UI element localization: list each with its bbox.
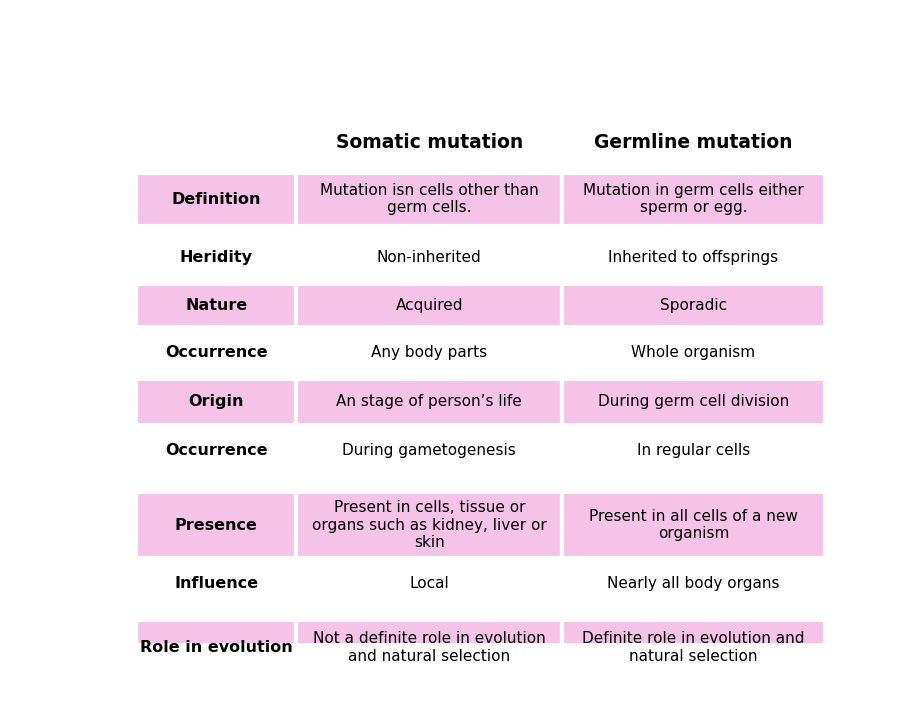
FancyBboxPatch shape xyxy=(297,284,562,327)
FancyBboxPatch shape xyxy=(136,562,297,605)
Text: Definite role in evolution and
natural selection: Definite role in evolution and natural s… xyxy=(583,631,805,664)
FancyBboxPatch shape xyxy=(562,378,825,425)
FancyBboxPatch shape xyxy=(297,173,562,225)
FancyBboxPatch shape xyxy=(297,562,562,605)
FancyBboxPatch shape xyxy=(297,234,562,280)
FancyBboxPatch shape xyxy=(297,429,562,472)
FancyBboxPatch shape xyxy=(562,173,825,225)
Text: Heridity: Heridity xyxy=(180,250,253,264)
Text: Somatic mutation: Somatic mutation xyxy=(335,133,523,152)
FancyBboxPatch shape xyxy=(562,429,825,472)
Text: Presence: Presence xyxy=(175,518,258,533)
Text: Sporadic: Sporadic xyxy=(660,298,727,313)
Text: Not a definite role in evolution
and natural selection: Not a definite role in evolution and nat… xyxy=(313,631,546,664)
Text: Non-inherited: Non-inherited xyxy=(377,250,482,264)
FancyBboxPatch shape xyxy=(136,234,297,280)
Text: Acquired: Acquired xyxy=(395,298,463,313)
FancyBboxPatch shape xyxy=(136,331,297,375)
FancyBboxPatch shape xyxy=(136,284,297,327)
Text: Influence: Influence xyxy=(175,576,258,591)
Text: Germline mutation: Germline mutation xyxy=(595,133,793,152)
Text: Whole organism: Whole organism xyxy=(631,345,755,360)
FancyBboxPatch shape xyxy=(136,492,297,558)
Text: Origin: Origin xyxy=(188,394,244,409)
FancyBboxPatch shape xyxy=(562,234,825,280)
FancyBboxPatch shape xyxy=(297,331,562,375)
Text: Present in cells, tissue or
organs such as kidney, liver or
skin: Present in cells, tissue or organs such … xyxy=(312,500,547,550)
FancyBboxPatch shape xyxy=(136,173,297,225)
Text: Definition: Definition xyxy=(172,192,261,206)
Text: Role in evolution: Role in evolution xyxy=(140,640,293,655)
FancyBboxPatch shape xyxy=(297,620,562,675)
Text: Local: Local xyxy=(410,576,449,591)
Text: Mutation isn cells other than
germ cells.: Mutation isn cells other than germ cells… xyxy=(320,183,539,215)
Text: Any body parts: Any body parts xyxy=(371,345,487,360)
Text: Nature: Nature xyxy=(186,298,247,313)
Text: An stage of person’s life: An stage of person’s life xyxy=(336,394,522,409)
Text: Mutation in germ cells either
sperm or egg.: Mutation in germ cells either sperm or e… xyxy=(584,183,804,215)
Text: During germ cell division: During germ cell division xyxy=(598,394,789,409)
Text: Occurrence: Occurrence xyxy=(165,345,267,360)
FancyBboxPatch shape xyxy=(562,562,825,605)
Text: In regular cells: In regular cells xyxy=(637,443,750,458)
FancyBboxPatch shape xyxy=(136,620,297,675)
FancyBboxPatch shape xyxy=(562,284,825,327)
FancyBboxPatch shape xyxy=(297,378,562,425)
FancyBboxPatch shape xyxy=(136,429,297,472)
FancyBboxPatch shape xyxy=(562,331,825,375)
FancyBboxPatch shape xyxy=(297,492,562,558)
Text: Occurrence: Occurrence xyxy=(165,443,267,458)
Text: Inherited to offsprings: Inherited to offsprings xyxy=(608,250,778,264)
FancyBboxPatch shape xyxy=(562,620,825,675)
FancyBboxPatch shape xyxy=(136,378,297,425)
FancyBboxPatch shape xyxy=(562,492,825,558)
Text: Nearly all body organs: Nearly all body organs xyxy=(607,576,780,591)
Text: Present in all cells of a new
organism: Present in all cells of a new organism xyxy=(589,509,798,542)
Text: During gametogenesis: During gametogenesis xyxy=(343,443,516,458)
